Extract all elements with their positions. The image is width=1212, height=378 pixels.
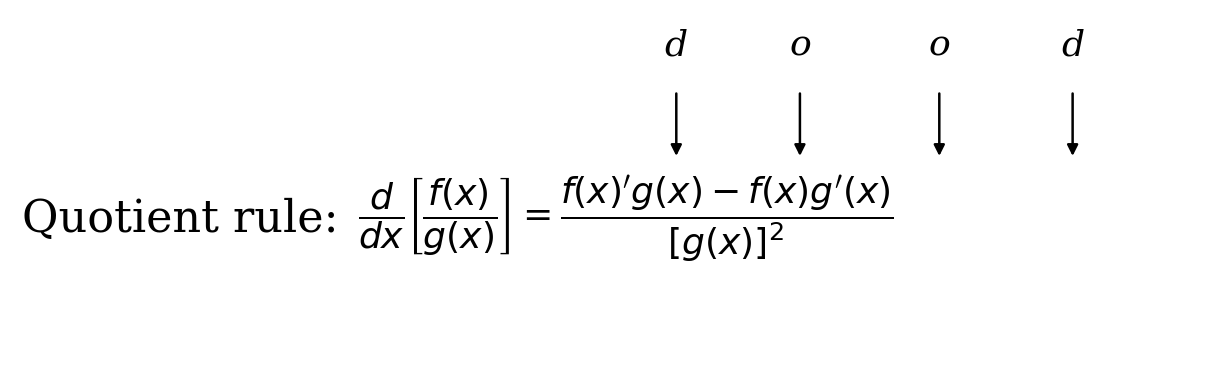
Text: o: o [789,28,811,62]
Text: $\dfrac{d}{dx}\left[\dfrac{f(x)}{g(x)}\right] = \dfrac{f(x)^{\prime}g(x)-f(x)g^{: $\dfrac{d}{dx}\left[\dfrac{f(x)}{g(x)}\r… [358,174,893,264]
Text: d: d [1060,28,1085,62]
Text: d: d [664,28,688,62]
Text: o: o [928,28,950,62]
Text: Quotient rule:: Quotient rule: [22,198,338,241]
